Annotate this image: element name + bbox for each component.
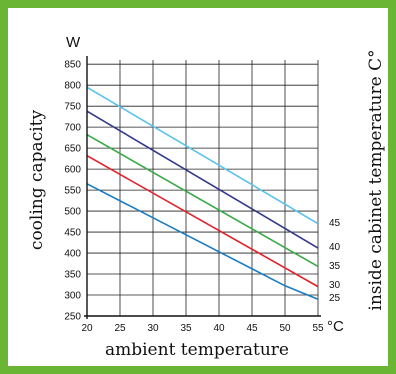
- x-tick-label-40: 40: [213, 323, 225, 334]
- y-tick-label-800: 800: [64, 81, 81, 92]
- x-tick-label-50: 50: [279, 323, 291, 334]
- x-tick-label-30: 30: [147, 323, 159, 334]
- y-tick-label-250: 250: [64, 312, 81, 323]
- x-tick-label-35: 35: [180, 323, 192, 334]
- y-tick-label-400: 400: [64, 249, 81, 260]
- y-tick-labels: 250 300 350 400 450 500 550 600 650 700 750 800 850: [64, 60, 81, 323]
- y-tick-label-750: 750: [64, 102, 81, 113]
- y-tick-label-300: 300: [64, 291, 81, 302]
- x-tick-label-20: 20: [81, 323, 93, 334]
- x-unit-label: °C: [327, 318, 344, 335]
- y-tick-label-650: 650: [64, 144, 81, 155]
- y-tick-label-450: 450: [64, 228, 81, 239]
- series-line-40: [86, 110, 319, 249]
- series-axis-title: inside cabinet temperature C°: [366, 49, 386, 310]
- series-label-40: 40: [329, 242, 341, 253]
- x-tick-label-45: 45: [246, 323, 258, 334]
- x-tick-label-25: 25: [114, 323, 126, 334]
- axes: [84, 56, 321, 319]
- series-label-25: 25: [329, 293, 341, 304]
- x-axis-title: ambient temperature: [105, 340, 289, 360]
- series-label-35: 35: [329, 261, 341, 272]
- series-line-45: [86, 86, 319, 225]
- x-tick-label-55: 55: [312, 323, 324, 334]
- y-unit-label: W: [66, 34, 81, 51]
- y-tick-label-350: 350: [64, 270, 81, 281]
- y-tick-label-700: 700: [64, 123, 81, 134]
- y-tick-label-500: 500: [64, 207, 81, 218]
- series-lines: [86, 86, 319, 300]
- series-labels: 45 40 35 30 25: [329, 218, 341, 304]
- y-axis-title: cooling capacity: [27, 110, 47, 251]
- series-line-35: [86, 134, 319, 268]
- y-tick-label-850: 850: [64, 60, 81, 71]
- y-tick-label-600: 600: [64, 165, 81, 176]
- grid-lines: [86, 60, 319, 317]
- x-tick-labels: 20 25 30 35 40 45 50 55: [81, 323, 324, 334]
- series-label-30: 30: [329, 280, 341, 291]
- series-label-45: 45: [329, 218, 341, 229]
- series-line-30: [86, 154, 319, 288]
- y-tick-label-550: 550: [64, 186, 81, 197]
- series-line-25: [86, 183, 319, 300]
